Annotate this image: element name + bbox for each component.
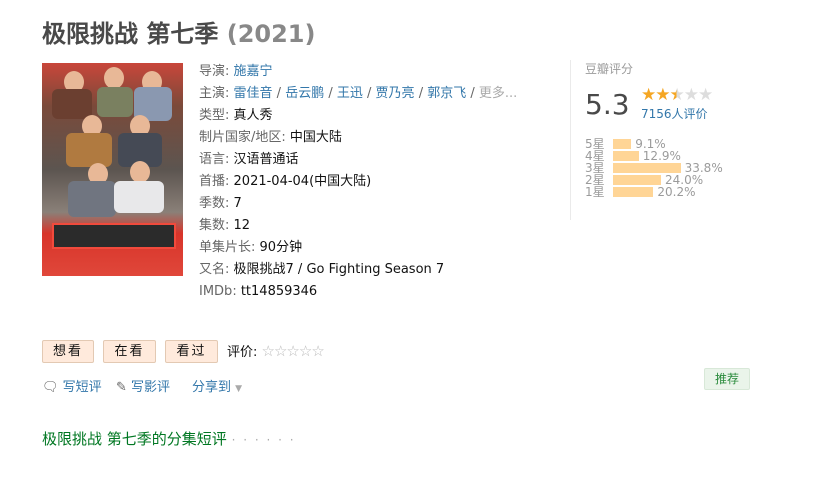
poster-image[interactable] bbox=[42, 63, 183, 276]
info-row: 集数: 12 bbox=[199, 218, 251, 233]
info-row: 类型: 真人秀 bbox=[199, 108, 273, 123]
actor-link[interactable]: 雷佳音 bbox=[233, 86, 273, 101]
share-dropdown[interactable]: 分享到 ▼ bbox=[192, 380, 243, 395]
star-level-label: 5星 bbox=[585, 137, 605, 151]
rating-percent: 20.2% bbox=[657, 185, 696, 199]
write-short-review[interactable]: 🗨︎ 写短评 bbox=[42, 380, 102, 395]
rating-percent: 24.0% bbox=[665, 173, 704, 187]
info-row: 季数: 7 bbox=[199, 196, 242, 211]
star-level-label: 4星 bbox=[585, 149, 605, 163]
info-row: 语言: 汉语普通话 bbox=[199, 152, 299, 167]
rating-percent: 12.9% bbox=[642, 149, 681, 163]
info-row: IMDb: tt14859346 bbox=[199, 284, 318, 299]
write-review[interactable]: ✎ 写影评 bbox=[116, 380, 171, 395]
actor-link[interactable]: 贾乃亮 bbox=[375, 86, 415, 101]
page-title: 极限挑战 第七季 (2021) bbox=[42, 20, 316, 48]
director-link[interactable]: 施嘉宁 bbox=[233, 64, 273, 79]
pencil-icon: ✎ bbox=[116, 380, 127, 395]
rating-panel: 豆瓣评分 5.3 ★★★★★ 7156人评价 5星 9.1% 4星 12.9% 3星 33… bbox=[570, 60, 765, 220]
comment-icon: 🗨︎ bbox=[42, 380, 59, 395]
rating-row: 1星 20.2% bbox=[585, 186, 723, 198]
actor-link[interactable]: 王迅 bbox=[336, 86, 363, 101]
actor-link[interactable]: 郭京飞 bbox=[427, 86, 467, 101]
watched-button[interactable]: 看过 bbox=[165, 340, 218, 363]
rating-stars-icon: ★★★★★ bbox=[641, 85, 713, 105]
cast-row: 主演: 雷佳音 / 岳云鹏 / 王迅 / 贾乃亮 / 郭京飞 / 更多... bbox=[199, 86, 518, 101]
rating-row: 3星 33.8% bbox=[585, 162, 723, 174]
star-level-label: 2星 bbox=[585, 173, 605, 187]
actor-link[interactable]: 岳云鹏 bbox=[285, 86, 325, 101]
rating-bar bbox=[613, 175, 661, 185]
rating-score: 5.3 bbox=[585, 88, 630, 121]
watching-button[interactable]: 在看 bbox=[103, 340, 156, 363]
rating-bar bbox=[613, 139, 632, 149]
rating-percent: 33.8% bbox=[684, 161, 723, 175]
caret-down-icon: ▼ bbox=[235, 384, 243, 394]
info-row: 首播: 2021-04-04(中国大陆) bbox=[199, 174, 372, 189]
info-row: 单集片长: 90分钟 bbox=[199, 240, 303, 255]
rating-row: 5星 9.1% bbox=[585, 138, 723, 150]
director-row: 导演: 施嘉宁 bbox=[199, 64, 273, 79]
info-panel: 导演: 施嘉宁 主演: 雷佳音 / 岳云鹏 / 王迅 / 贾乃亮 / 郭京飞 /… bbox=[199, 61, 517, 303]
star-level-label: 1星 bbox=[585, 185, 605, 199]
rating-distribution: 5星 9.1% 4星 12.9% 3星 33.8% 2星 24.0% 1星 20.2% bbox=[585, 138, 723, 198]
episode-reviews-heading: 极限挑战 第七季的分集短评 · · · · · · bbox=[42, 430, 296, 448]
rating-bar bbox=[613, 187, 654, 197]
info-row: 制片国家/地区: 中国大陆 bbox=[199, 130, 342, 145]
info-row: 又名: 极限挑战7 / Go Fighting Season 7 bbox=[199, 262, 445, 277]
more-actors-link[interactable]: 更多... bbox=[478, 86, 518, 101]
star-level-label: 3星 bbox=[585, 161, 605, 175]
rating-title: 豆瓣评分 bbox=[585, 62, 634, 76]
rate-stars-icon[interactable]: ☆☆☆☆☆ bbox=[261, 342, 325, 360]
rating-percent: 9.1% bbox=[635, 137, 666, 151]
rate-widget: 评价: ☆☆☆☆☆ bbox=[227, 342, 325, 360]
rating-bar bbox=[613, 163, 681, 173]
votes-link[interactable]: 7156人评价 bbox=[641, 107, 708, 121]
rating-row: 4星 12.9% bbox=[585, 150, 723, 162]
rating-bar bbox=[613, 151, 639, 161]
rating-row: 2星 24.0% bbox=[585, 174, 723, 186]
want-to-watch-button[interactable]: 想看 bbox=[42, 340, 94, 363]
recommend-button[interactable]: 推荐 bbox=[704, 368, 750, 390]
